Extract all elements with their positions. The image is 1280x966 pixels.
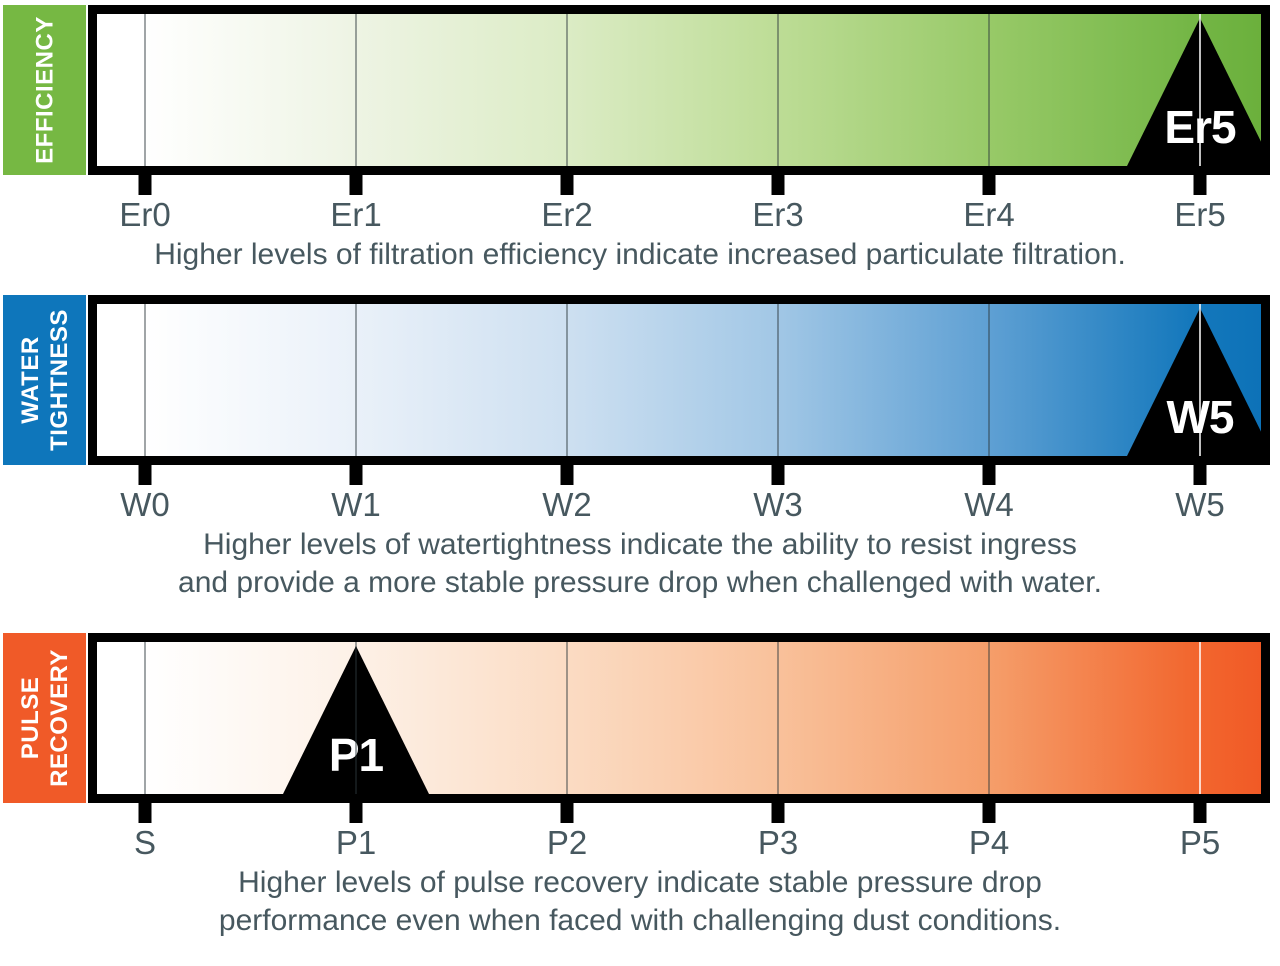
gridline [988,642,990,794]
tick-label: Er4 [963,196,1015,233]
tick-mark [771,803,785,823]
tick-label: W2 [542,486,592,523]
tick-mark [1193,465,1207,485]
caption-line: Higher levels of filtration efficiency i… [154,238,1126,271]
efficiency-tick-labels: Er0 Er1 Er2 Er3 Er4 Er5 [88,196,1270,234]
pulse-recovery-tick-labels: S P1 P2 P3 P4 P5 [88,824,1270,862]
tick-label: Er2 [541,196,593,233]
water-tightness-tick-row [88,465,1270,485]
tick-mark [982,175,996,195]
gridline [1199,304,1201,456]
water-tightness-bar-row: WATER TIGHTNESS W5 [0,295,1280,465]
side-label-line: PULSE [16,676,44,760]
caption-line: performance even when faced with challen… [218,904,1062,937]
tick-label: Er3 [752,196,804,233]
side-label-line: EFFICIENCY [31,16,58,164]
efficiency-bar-row: EFFICIENCY Er5 [0,5,1280,175]
tick-label: P2 [546,824,588,861]
gridline [566,642,568,794]
water-tightness-tick-labels: W0 W1 W2 W3 W4 W5 [88,486,1270,524]
caption-line: Higher levels of pulse recovery indicate… [238,866,1042,899]
tick-label: P3 [757,824,799,861]
pulse-recovery-tick-row [88,803,1270,823]
gridline [355,304,357,456]
efficiency-tick-row [88,175,1270,195]
tick-mark [138,803,152,823]
tick-mark [771,175,785,195]
gridline [777,304,779,456]
gridline [355,642,357,794]
tick-label: W5 [1175,486,1225,523]
pulse-recovery-gradient-bar: P1 [88,633,1270,803]
tick-label: P5 [1179,824,1221,861]
gridline [988,14,990,166]
tick-label: Er0 [119,196,171,233]
pulse-recovery-caption: Higher levels of pulse recovery indicate… [0,864,1280,940]
tick-label: W4 [964,486,1014,523]
side-label-line: RECOVERY [45,649,73,787]
gridline [355,14,357,166]
gridline [566,304,568,456]
tick-mark [349,465,363,485]
gridline [777,14,779,166]
tick-mark [560,803,574,823]
efficiency-side-label-text: EFFICIENCY [30,16,59,164]
gridline [988,304,990,456]
water-tightness-side-label-text: WATER TIGHTNESS [16,309,74,451]
water-tightness-caption: Higher levels of watertightness indicate… [0,526,1280,602]
tick-mark [138,175,152,195]
tick-mark [771,465,785,485]
water-tightness-gradient-bar: W5 [88,295,1270,465]
tick-label: Er1 [330,196,382,233]
tick-mark [560,175,574,195]
side-label-line: TIGHTNESS [45,309,73,451]
tick-mark [560,465,574,485]
tick-label: P1 [335,824,377,861]
side-label-line: WATER [16,336,44,424]
tick-label: W0 [120,486,170,523]
pulse-recovery-bar-row: PULSE RECOVERY P1 [0,633,1280,803]
efficiency-scale-section: EFFICIENCY Er5 Er0 Er1 Er2 Er3 Er4 Er5 [0,5,1280,274]
water-tightness-scale-section: WATER TIGHTNESS W5 W0 W1 W2 W3 W4 W5 [0,295,1280,602]
tick-label: P4 [968,824,1010,861]
tick-mark [349,803,363,823]
gridline [144,642,146,794]
tick-label: W1 [331,486,381,523]
gridline [1199,14,1201,166]
pulse-recovery-side-label: PULSE RECOVERY [3,633,86,803]
caption-line: and provide a more stable pressure drop … [178,566,1102,599]
tick-mark [1193,175,1207,195]
caption-line: Higher levels of watertightness indicate… [203,528,1077,561]
tick-label: S [133,824,157,861]
tick-mark [349,175,363,195]
pulse-recovery-rating-value: P1 [328,729,384,781]
efficiency-gradient-bar: Er5 [88,5,1270,175]
gridline [1199,642,1201,794]
tick-label: W3 [753,486,803,523]
gridline [777,642,779,794]
tick-label: Er5 [1174,196,1226,233]
gridline [144,304,146,456]
tick-mark [982,803,996,823]
efficiency-side-label: EFFICIENCY [3,5,86,175]
pulse-recovery-side-label-text: PULSE RECOVERY [16,649,74,787]
tick-mark [1193,803,1207,823]
pulse-recovery-scale-section: PULSE RECOVERY P1 S P1 P2 P3 P4 P5 [0,633,1280,940]
gridline [144,14,146,166]
gridline [566,14,568,166]
tick-mark [138,465,152,485]
tick-mark [982,465,996,485]
water-tightness-side-label: WATER TIGHTNESS [3,295,86,465]
efficiency-caption: Higher levels of filtration efficiency i… [0,236,1280,274]
